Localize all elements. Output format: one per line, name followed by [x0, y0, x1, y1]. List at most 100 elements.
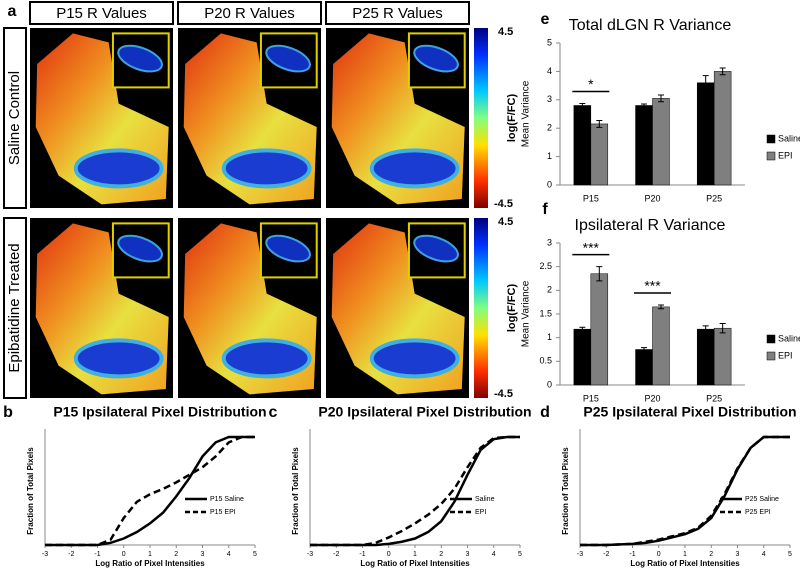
bar [713, 327, 732, 386]
y-tick-label: 1 [547, 151, 552, 161]
row-label: Saline Control [6, 71, 23, 165]
x-tick-label: -2 [68, 551, 74, 558]
error-bar [596, 266, 603, 282]
x-tick-label: 4 [492, 551, 496, 558]
x-tick-label: 0 [387, 551, 391, 558]
x-tick-label: 3 [201, 551, 205, 558]
bar [696, 328, 715, 386]
column-header-box [325, 1, 470, 25]
y-tick-label: 2 [547, 123, 552, 133]
error-bar [641, 347, 648, 352]
y-axis-label: Fraction of Total Pixels [291, 447, 300, 535]
x-tick-label: P15 [583, 193, 599, 203]
x-tick-label: -1 [359, 551, 365, 558]
inset-image [413, 234, 459, 263]
ipsilateral-region [73, 148, 164, 189]
error-bar [596, 120, 603, 128]
legend-label: EPI [778, 150, 793, 160]
x-tick-label: 3 [466, 551, 470, 558]
x-tick-label: P20 [644, 393, 660, 403]
colorbar-tick: -4.5 [494, 198, 513, 210]
legend-label: EPI [475, 509, 486, 516]
error-bar [657, 304, 664, 310]
x-tick-label: 1 [148, 551, 152, 558]
bar [652, 306, 670, 386]
x-tick-label: -3 [307, 551, 313, 558]
ipsilateral-region [221, 148, 312, 189]
significance-mark: *** [583, 239, 600, 255]
x-tick-label: 3 [736, 551, 740, 558]
x-tick-label: -1 [629, 551, 635, 558]
inset-image [117, 44, 163, 73]
series-line [310, 435, 520, 547]
panel-letter: f [542, 201, 548, 218]
y-axis-label: Fraction of Total Pixels [26, 447, 35, 535]
series-line [45, 435, 255, 547]
x-tick-label: P15 [583, 393, 599, 403]
x-tick-label: -3 [577, 551, 583, 558]
error-bar [657, 94, 664, 103]
colorbar [474, 28, 488, 208]
x-tick-label: 4 [227, 551, 231, 558]
inset-image [117, 234, 163, 263]
x-tick-label: 0 [657, 551, 661, 558]
inset-image [413, 44, 459, 73]
ipsilateral-region [369, 148, 460, 189]
bar [573, 328, 592, 386]
chart-title: P25 Ipsilateral Pixel Distribution [583, 404, 796, 420]
x-tick-label: 2 [709, 551, 713, 558]
y-tick-label: 5 [547, 37, 552, 47]
x-tick-label: 5 [253, 551, 257, 558]
row-label: Epibatidine Treated [6, 243, 23, 372]
error-bar [719, 67, 726, 76]
x-axis-label: Log Ratio of Pixel Intensities [630, 559, 740, 568]
x-axis-label: Log Ratio of Pixel Intensities [360, 559, 470, 568]
column-header: P25 R Values [352, 5, 443, 22]
chart-title: P15 Ipsilateral Pixel Distribution [53, 404, 266, 420]
row-label-box [3, 217, 27, 399]
x-tick-label: -1 [94, 551, 100, 558]
legend-swatch [766, 351, 776, 361]
x-tick-label: -3 [42, 551, 48, 558]
x-axis-label: Log Ratio of Pixel Intensities [95, 559, 205, 568]
error-bar [702, 75, 709, 91]
colorbar [474, 218, 488, 398]
ipsilateral-region [369, 338, 460, 379]
x-tick-label: 1 [683, 551, 687, 558]
y-tick-label: 0 [547, 179, 552, 189]
error-bar [579, 102, 586, 108]
x-tick-label: 0 [122, 551, 126, 558]
y-tick-label: 0.5 [539, 356, 552, 366]
y-tick-label: 4 [547, 66, 552, 76]
legend-label: EPI [778, 350, 793, 360]
column-header: P20 R Values [204, 5, 295, 22]
y-axis-label: Mean Variance [521, 80, 532, 147]
y-tick-label: 1.5 [539, 308, 552, 318]
ipsilateral-region [221, 338, 312, 379]
bar [713, 71, 732, 186]
colorbar-tick: 4.5 [498, 216, 513, 228]
inset-image [265, 44, 311, 73]
bar [573, 105, 592, 186]
legend-swatch [766, 334, 776, 344]
significance-mark: * [588, 76, 594, 92]
x-tick-label: 2 [174, 551, 178, 558]
error-bar [641, 103, 648, 108]
y-axis-label: Mean Variance [521, 280, 532, 347]
legend-label: P25 EPI [745, 509, 771, 516]
panel-letter: e [541, 11, 550, 28]
bar [635, 349, 653, 386]
column-header-box [177, 1, 322, 25]
x-tick-label: P20 [644, 193, 660, 203]
error-bar [579, 326, 586, 332]
bar [652, 98, 670, 186]
error-bar [702, 325, 709, 333]
y-tick-label: 2.5 [539, 261, 552, 271]
y-tick-label: 2 [547, 285, 552, 295]
legend-label: Saline [778, 333, 800, 343]
legend-label: Saline [475, 496, 495, 503]
series-line [580, 435, 790, 547]
x-tick-label: P25 [706, 393, 722, 403]
colorbar-tick: 4.5 [498, 26, 513, 38]
